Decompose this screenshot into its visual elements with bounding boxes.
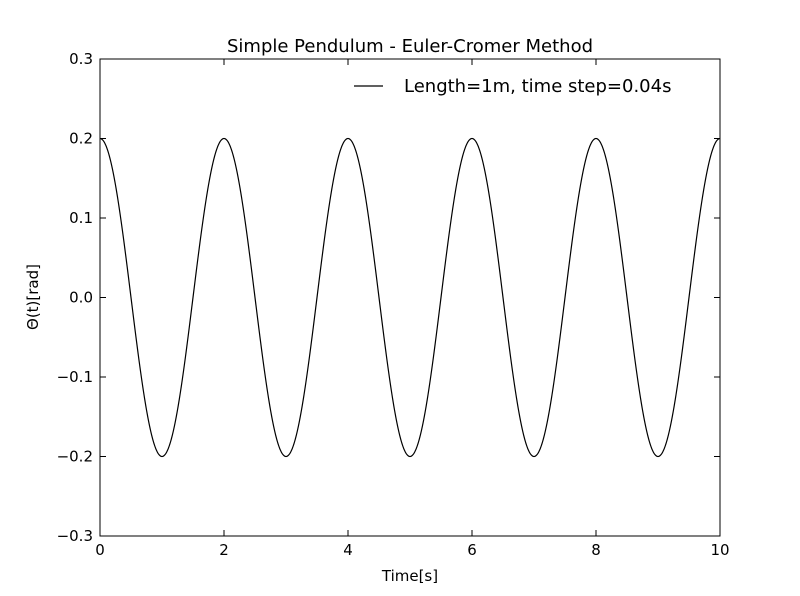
legend: Length=1m, time step=0.04s xyxy=(354,76,671,97)
y-tick-label: 0.2 xyxy=(69,130,93,148)
chart-title: Simple Pendulum - Euler-Cromer Method xyxy=(227,36,593,57)
y-tick-label: 0.3 xyxy=(69,50,93,68)
legend-label: Length=1m, time step=0.04s xyxy=(404,76,671,97)
x-tick-label: 8 xyxy=(591,541,601,559)
x-tick-label: 4 xyxy=(343,541,353,559)
x-tick-label: 10 xyxy=(710,541,729,559)
x-axis-ticks: 0 2 4 6 8 10 xyxy=(95,59,730,559)
y-axis-label: Θ(t)[rad] xyxy=(24,264,42,330)
y-tick-label: 0.1 xyxy=(69,209,93,227)
y-tick-label: 0.0 xyxy=(69,289,93,307)
y-axis-ticks: −0.3 −0.2 −0.1 0.0 0.1 0.2 0.3 xyxy=(57,50,720,545)
y-tick-label: −0.2 xyxy=(57,448,93,466)
x-tick-label: 2 xyxy=(219,541,229,559)
series-line-0 xyxy=(99,137,721,458)
x-tick-label: 6 xyxy=(467,541,477,559)
x-axis-label: Time[s] xyxy=(381,567,438,585)
y-tick-label: −0.1 xyxy=(57,368,93,386)
x-tick-label: 0 xyxy=(95,541,105,559)
y-tick-label: −0.3 xyxy=(57,527,93,545)
